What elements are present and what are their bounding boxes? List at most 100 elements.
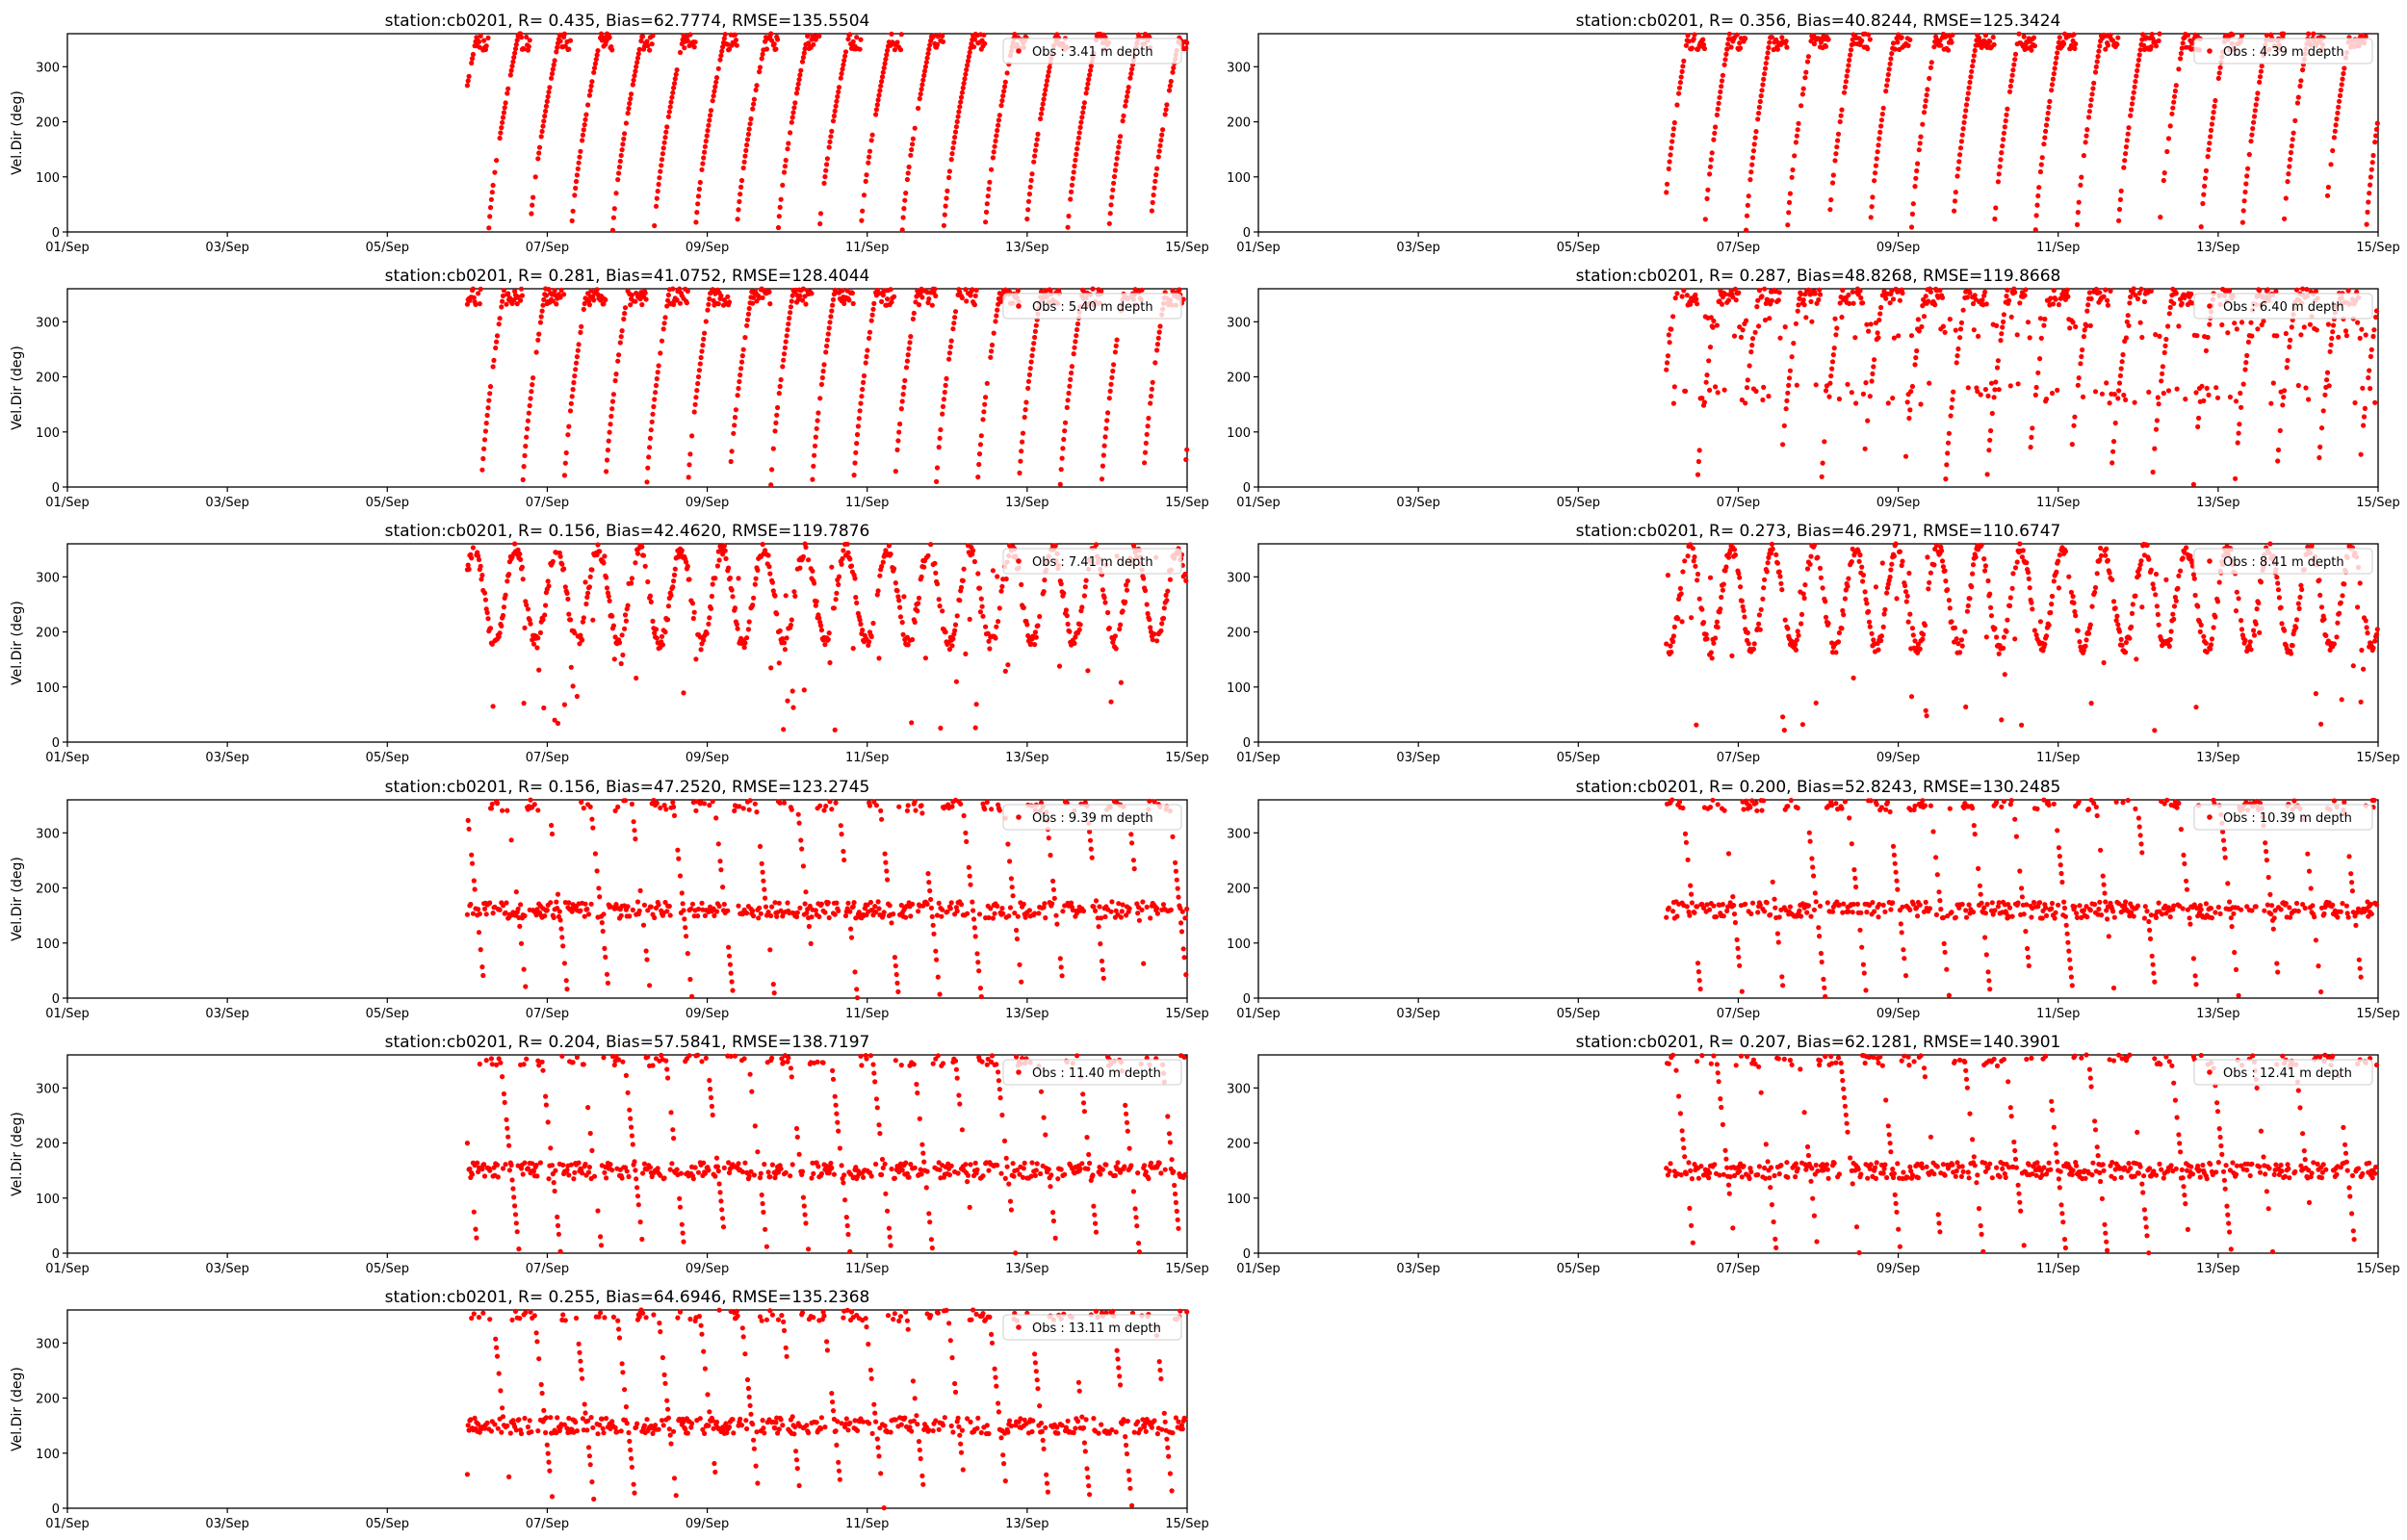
data-point	[825, 331, 831, 337]
data-point	[971, 548, 976, 553]
data-point	[2084, 308, 2090, 314]
data-point	[609, 406, 615, 412]
data-point	[1713, 124, 1719, 130]
data-point	[631, 819, 636, 825]
data-point	[1865, 418, 1871, 424]
data-point	[476, 38, 482, 45]
data-point	[946, 647, 953, 653]
data-point	[826, 325, 832, 331]
data-point	[921, 72, 927, 79]
data-point	[1758, 606, 1764, 612]
data-point	[2141, 42, 2147, 48]
data-point	[2002, 124, 2007, 130]
data-point	[1869, 204, 1875, 210]
data-point	[958, 584, 965, 591]
data-point	[511, 55, 517, 61]
data-point	[879, 816, 885, 822]
data-point	[2148, 44, 2154, 50]
data-point	[1813, 700, 1819, 706]
data-point	[632, 73, 637, 79]
data-point	[2054, 569, 2059, 575]
data-point	[990, 568, 996, 574]
data-point	[1767, 39, 1773, 45]
data-point	[698, 647, 704, 653]
subplot-2: station:cb0201, R= 0.356, Bias=40.8244, …	[1227, 12, 2400, 255]
data-point	[776, 214, 782, 219]
data-point	[2254, 96, 2260, 102]
data-point	[1721, 387, 1727, 393]
data-point	[836, 574, 842, 579]
data-point	[821, 362, 827, 368]
data-point	[1759, 294, 1765, 299]
data-point	[1701, 399, 1707, 405]
data-point	[2251, 119, 2257, 125]
data-point	[1758, 93, 1764, 99]
data-point	[2163, 577, 2169, 583]
data-point	[868, 318, 874, 323]
data-point	[500, 115, 506, 120]
data-point	[788, 622, 794, 629]
data-point	[883, 548, 889, 553]
data-point	[912, 799, 918, 805]
data-point	[1899, 562, 1904, 569]
data-point	[2251, 628, 2257, 633]
data-point	[861, 379, 867, 385]
data-point	[1800, 591, 1806, 597]
data-point	[1922, 623, 1928, 629]
data-point	[704, 630, 710, 636]
data-point	[2138, 286, 2144, 292]
data-point	[561, 473, 568, 478]
data-point	[481, 446, 487, 451]
data-point	[1799, 292, 1804, 297]
data-point	[1183, 578, 1189, 584]
data-point	[953, 679, 960, 684]
data-point	[1944, 462, 1950, 468]
data-point	[1987, 38, 1993, 44]
data-point	[1993, 205, 1999, 211]
y-tick-label: 100	[36, 937, 60, 952]
data-point	[1071, 169, 1076, 175]
data-point	[2007, 84, 2013, 90]
data-point	[2049, 82, 2056, 88]
data-point	[527, 617, 532, 623]
data-point	[929, 913, 935, 920]
data-point	[1800, 86, 1806, 91]
data-point	[2363, 332, 2368, 338]
data-point	[2289, 143, 2294, 149]
data-point	[561, 31, 568, 37]
data-point	[2048, 295, 2054, 301]
data-point	[796, 77, 802, 83]
data-point	[2216, 70, 2222, 76]
data-point	[634, 64, 639, 69]
data-point	[1695, 458, 1701, 465]
data-point	[821, 180, 827, 186]
data-point	[1148, 625, 1153, 630]
data-point	[838, 823, 843, 829]
data-point	[1164, 102, 1170, 108]
data-point	[1769, 541, 1774, 548]
data-point	[2192, 592, 2198, 599]
data-point	[2206, 146, 2212, 153]
data-point	[483, 43, 489, 49]
data-point	[919, 87, 924, 92]
data-point	[803, 889, 809, 895]
data-point	[2087, 103, 2093, 109]
data-point	[2129, 107, 2135, 113]
data-point	[2191, 576, 2197, 581]
data-point	[2153, 426, 2160, 432]
data-point	[1072, 640, 1077, 647]
data-point	[1032, 334, 1038, 341]
data-point	[2173, 291, 2179, 296]
data-point	[1738, 45, 1744, 51]
data-point	[1829, 359, 1836, 365]
data-point	[1719, 594, 1724, 601]
data-point	[829, 807, 835, 812]
data-point	[991, 149, 996, 155]
data-point	[1785, 626, 1791, 631]
data-point	[2041, 322, 2047, 328]
data-point	[782, 164, 789, 169]
data-point	[1835, 131, 1842, 137]
data-point	[1885, 581, 1891, 587]
data-point	[492, 169, 498, 175]
data-point	[916, 302, 922, 308]
